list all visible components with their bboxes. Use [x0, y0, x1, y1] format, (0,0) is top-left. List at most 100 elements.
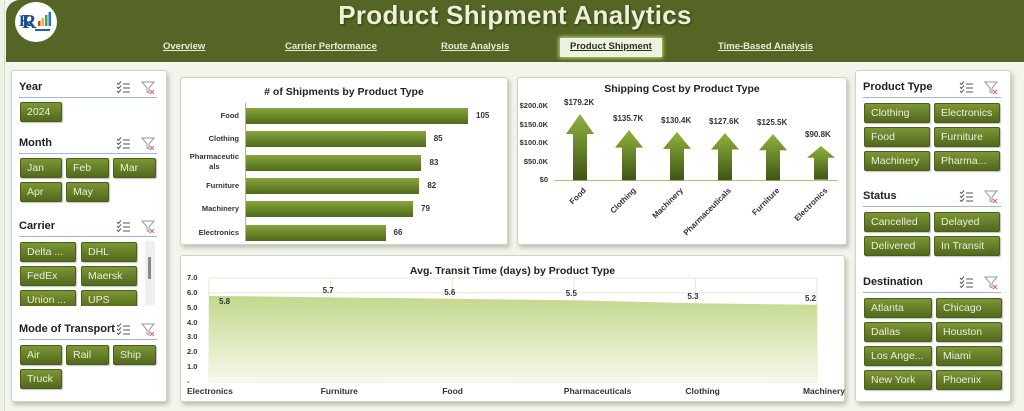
tab-route-analysis[interactable]: Route Analysis	[441, 41, 510, 52]
clear-filter-icon[interactable]	[984, 81, 999, 95]
destination-chip-chicago[interactable]: Chicago	[936, 298, 1002, 318]
y-tick-label: 7.0	[187, 273, 198, 282]
multi-select-icon[interactable]	[116, 137, 131, 151]
clear-filter-icon[interactable]	[141, 220, 156, 234]
category-label: Electronics	[198, 227, 239, 237]
tab-time-based-analysis[interactable]: Time-Based Analysis	[718, 41, 814, 52]
product-chip-clothing[interactable]: Clothing	[864, 103, 930, 123]
arrow-bar	[759, 133, 787, 180]
mode-chip-truck[interactable]: Truck	[20, 369, 62, 389]
y-tick-label: $150.0K	[519, 119, 548, 129]
mode-chip-air[interactable]: Air	[20, 345, 62, 365]
category-label: Electronics	[187, 386, 233, 396]
destination-chip-houston[interactable]: Houston	[936, 322, 1002, 342]
clear-filter-icon[interactable]	[141, 81, 156, 95]
data-point-label: 5.8	[219, 296, 231, 306]
slicer-title-year: Year	[19, 81, 43, 93]
carrier-chip-union[interactable]: Union ...	[20, 290, 76, 306]
product-chip-furniture[interactable]: Furniture	[934, 127, 1000, 147]
arrow-bar	[615, 129, 643, 180]
multi-select-icon[interactable]	[116, 323, 131, 337]
carrier-chip-maersk[interactable]: Maersk	[81, 266, 137, 286]
bar	[246, 131, 426, 148]
mode-chip-rail[interactable]: Rail	[66, 345, 109, 365]
multi-select-icon[interactable]	[959, 190, 974, 204]
month-chip-apr[interactable]: Apr	[20, 182, 62, 202]
tab-product-shipment[interactable]: Product Shipment	[560, 38, 662, 57]
y-tick-label: $200.0K	[519, 101, 548, 110]
mode-chip-ship[interactable]: Ship	[113, 345, 156, 365]
bar-value-label: $90.8K	[805, 130, 831, 140]
tab-carrier-performance[interactable]: Carrier Performance	[285, 41, 377, 52]
product-chip-electronics[interactable]: Electronics	[934, 103, 1000, 123]
y-tick-label: 5.0	[187, 302, 198, 312]
product-chip-machinery[interactable]: Machinery	[864, 151, 930, 171]
product-chip-food[interactable]: Food	[864, 127, 930, 147]
category-label: Clothing	[608, 186, 638, 216]
month-chip-feb[interactable]: Feb	[66, 158, 109, 178]
slicer-title-carrier: Carrier	[19, 220, 56, 232]
destination-chip-miami[interactable]: Miami	[936, 346, 1002, 366]
carrier-chip-dhl[interactable]: DHL	[81, 242, 137, 262]
status-chip-delivered[interactable]: Delivered	[864, 236, 930, 256]
shipments-by-product-chart: # of Shipments by Product Type Food 105 Cl…	[180, 77, 508, 245]
arrow-bar	[807, 146, 835, 180]
month-chip-mar[interactable]: Mar	[113, 158, 156, 178]
category-label: Food	[568, 186, 589, 207]
carrier-chip-fedex[interactable]: FedEx	[20, 266, 76, 286]
status-chip-delayed[interactable]: Delayed	[934, 212, 1000, 232]
multi-select-icon[interactable]	[959, 276, 974, 290]
clear-filter-icon[interactable]	[141, 137, 156, 151]
y-tick-label: $50.0K	[523, 156, 548, 166]
y-tick-label: 6.0	[187, 287, 198, 297]
destination-chip-los-angeles[interactable]: Los Ange...	[864, 346, 932, 366]
month-chip-may[interactable]: May	[66, 182, 109, 202]
y-tick-label: 3.0	[187, 332, 198, 342]
data-point-label: 5.3	[687, 292, 699, 302]
clear-filter-icon[interactable]	[984, 276, 999, 290]
year-chip-2024[interactable]: 2024	[20, 102, 62, 122]
clear-filter-icon[interactable]	[141, 323, 156, 337]
arrow-bar	[663, 131, 691, 180]
bar-value-label: $179.2K	[564, 97, 595, 107]
category-label: Food	[220, 111, 239, 120]
multi-select-icon[interactable]	[116, 220, 131, 234]
status-chip-in-transit[interactable]: In Transit	[934, 236, 1000, 256]
carrier-chip-ups[interactable]: UPS	[81, 290, 137, 306]
tab-overview[interactable]: Overview	[163, 41, 206, 52]
bar	[246, 154, 422, 171]
arrow-bar	[711, 132, 739, 180]
nav-tabs: Overview Carrier Performance Route Analy…	[6, 38, 1024, 58]
area-series	[209, 295, 817, 382]
rk-logo-icon: R K	[15, 2, 57, 42]
status-chip-cancelled[interactable]: Cancelled	[864, 212, 930, 232]
destination-chip-atlanta[interactable]: Atlanta	[864, 298, 932, 318]
bar-value-label: 82	[427, 180, 437, 190]
product-chip-pharmaceuticals[interactable]: Pharma...	[934, 151, 1000, 171]
data-point-label: 5.5	[565, 289, 577, 299]
multi-select-icon[interactable]	[116, 81, 131, 95]
right-slicer-panel: Product Type Clothing Electronics Food F…	[855, 70, 1011, 402]
left-slicer-panel: Year 2024 Month Jan Feb Mar Apr May Carr…	[11, 70, 167, 402]
slicer-title-month: Month	[19, 137, 52, 149]
bar	[246, 108, 468, 124]
category-label: Electronics	[792, 186, 830, 223]
destination-chip-phoenix[interactable]: Phoenix	[936, 370, 1002, 390]
slicer-title-status: Status	[863, 190, 897, 202]
clear-filter-icon[interactable]	[984, 190, 999, 204]
bar-value-label: 105	[476, 111, 490, 120]
category-label: Food	[442, 386, 463, 396]
destination-chip-new-york[interactable]: New York	[864, 370, 932, 390]
carrier-scrollbar[interactable]	[145, 241, 155, 305]
category-label: Furniture	[206, 180, 239, 190]
month-chip-jan[interactable]: Jan	[20, 158, 62, 178]
category-label: Pharmaceutic als	[189, 151, 239, 171]
destination-chip-dallas[interactable]: Dallas	[864, 322, 932, 342]
bar-value-label: $130.4K	[661, 115, 692, 125]
multi-select-icon[interactable]	[959, 81, 974, 95]
page-title: Product Shipment Analytics	[338, 0, 692, 30]
category-label: Clothing	[685, 386, 720, 396]
bar	[246, 201, 414, 218]
carrier-chip-delta[interactable]: Delta ...	[20, 242, 76, 262]
header-bar: R K Product Shipment Analytics Overview …	[6, 0, 1024, 62]
